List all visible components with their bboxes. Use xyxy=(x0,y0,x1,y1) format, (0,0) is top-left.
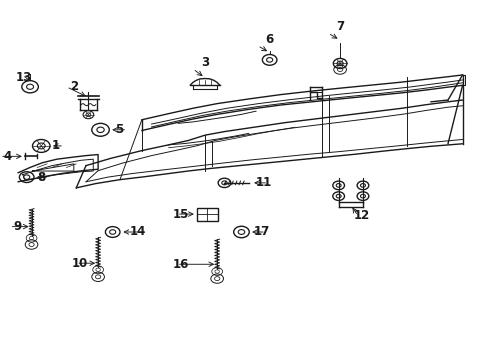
Text: 2: 2 xyxy=(71,80,79,93)
Circle shape xyxy=(333,58,347,68)
Text: 16: 16 xyxy=(172,258,189,271)
Text: 6: 6 xyxy=(266,32,274,45)
Text: 4: 4 xyxy=(4,150,12,163)
Text: 8: 8 xyxy=(37,171,46,184)
Text: 17: 17 xyxy=(254,225,270,238)
Text: 15: 15 xyxy=(172,208,189,221)
Text: 7: 7 xyxy=(336,20,344,33)
Bar xyxy=(197,208,218,221)
Text: 10: 10 xyxy=(72,257,88,270)
Circle shape xyxy=(32,139,50,152)
Text: 3: 3 xyxy=(201,56,209,69)
Text: 1: 1 xyxy=(52,139,60,152)
Text: 12: 12 xyxy=(354,210,370,222)
Circle shape xyxy=(83,111,94,119)
Text: 5: 5 xyxy=(115,123,123,136)
Text: 14: 14 xyxy=(130,225,146,238)
Text: 9: 9 xyxy=(14,220,22,233)
Text: 11: 11 xyxy=(256,176,272,189)
Text: 13: 13 xyxy=(16,71,32,84)
